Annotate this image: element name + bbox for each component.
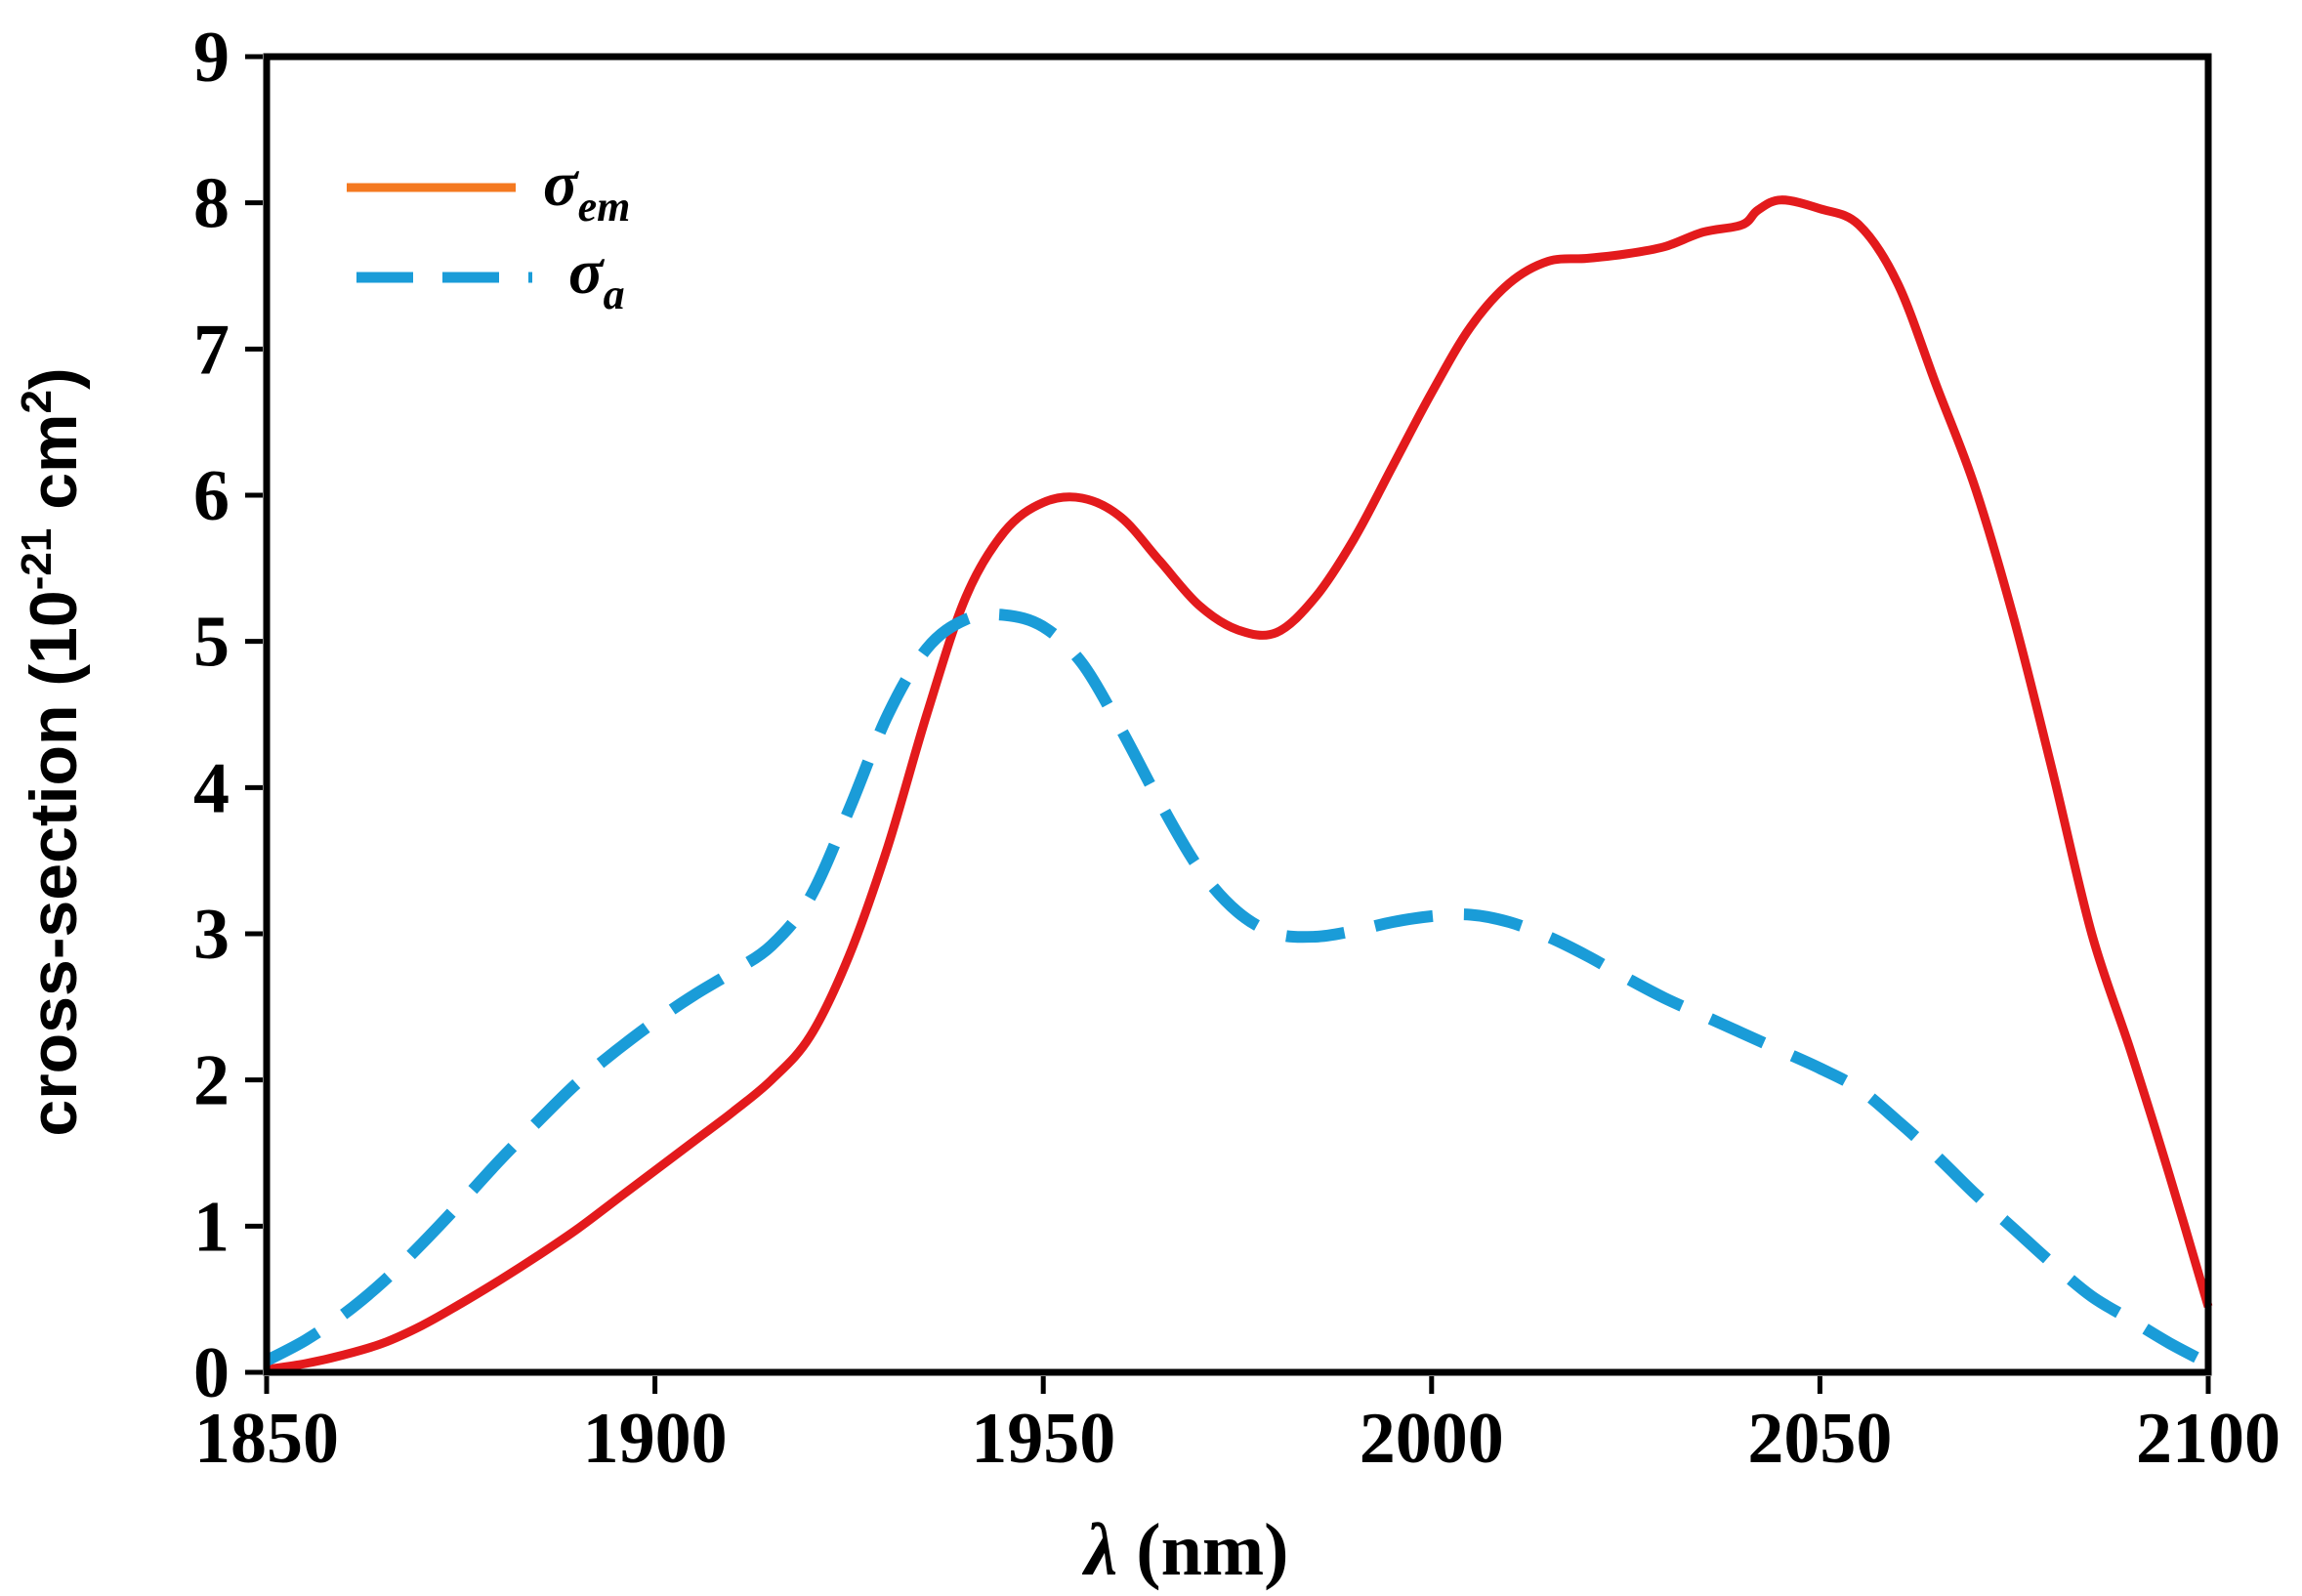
y-tick-label: 1 <box>193 1187 230 1267</box>
y-tick-label: 7 <box>193 310 230 390</box>
y-tick-label: 4 <box>193 748 230 828</box>
plot-frame <box>263 53 2212 1376</box>
legend-label-sigma-em: σem <box>543 148 630 231</box>
x-axis-title: λ (nm) <box>1082 1509 1289 1591</box>
y-tick-label: 6 <box>193 456 230 536</box>
series-line-sigma-em <box>266 195 2213 1374</box>
series-layer <box>264 195 2213 1374</box>
legend-label-sigma-a: σa <box>568 236 625 318</box>
y-tick-label: 2 <box>193 1041 230 1121</box>
y-tick-label: 0 <box>193 1333 230 1413</box>
x-tick-label: 1850 <box>194 1399 339 1479</box>
y-axis-title: cross-section (10-21 cm2) <box>13 367 91 1136</box>
x-tick-label: 2050 <box>1747 1399 1892 1479</box>
legend: σem σa <box>347 148 630 318</box>
y-tick-label: 5 <box>193 603 230 683</box>
y-tick-label: 9 <box>193 18 230 98</box>
x-tick-label: 2000 <box>1360 1399 1504 1479</box>
y-tick-label: 8 <box>193 164 230 244</box>
x-tick-label: 1950 <box>971 1399 1115 1479</box>
y-tick-label: 3 <box>193 895 230 975</box>
x-tick-label: 1900 <box>583 1399 728 1479</box>
series-line-sigma-a <box>264 609 2211 1369</box>
ticks-layer: 1850 1900 1950 2000 2050 2100 0 1 2 3 4 5 6 7 8 9 <box>193 18 2281 1479</box>
x-tick-label: 2100 <box>2136 1399 2281 1479</box>
